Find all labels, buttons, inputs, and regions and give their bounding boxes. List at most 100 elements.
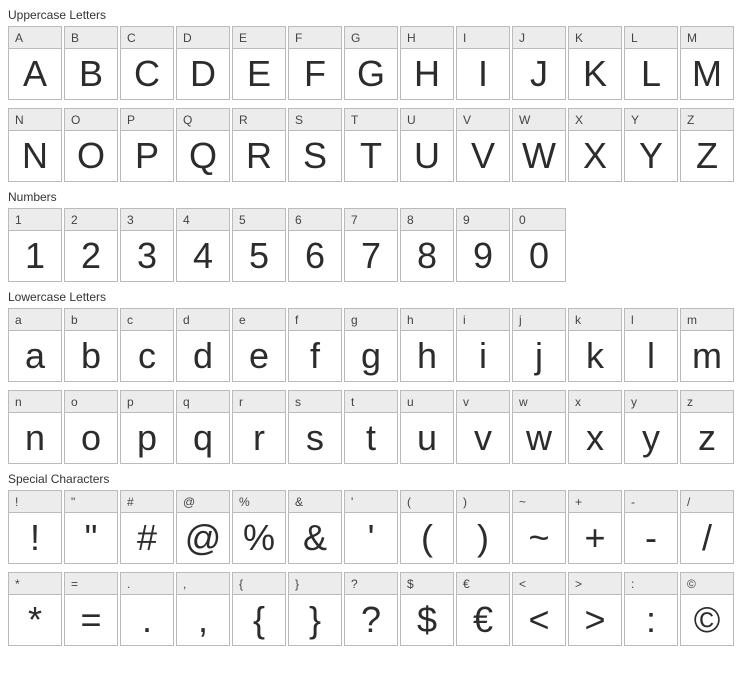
char-cell[interactable]: hh xyxy=(400,308,454,382)
char-cell[interactable]: II xyxy=(456,26,510,100)
char-cell[interactable]: %% xyxy=(232,490,286,564)
char-cell[interactable]: ## xyxy=(120,490,174,564)
char-cell[interactable]: 11 xyxy=(8,208,62,282)
char-cell[interactable]: 22 xyxy=(64,208,118,282)
char-cell[interactable]: MM xyxy=(680,26,734,100)
char-cell[interactable]: << xyxy=(512,572,566,646)
char-cell[interactable]: }} xyxy=(288,572,342,646)
char-label: ? xyxy=(345,573,397,595)
char-cell[interactable]: ©© xyxy=(680,572,734,646)
char-cell[interactable]: 00 xyxy=(512,208,566,282)
char-cell[interactable]: ,, xyxy=(176,572,230,646)
char-cell[interactable]: -- xyxy=(624,490,678,564)
char-cell[interactable]: ~~ xyxy=(512,490,566,564)
char-cell[interactable]: ZZ xyxy=(680,108,734,182)
char-glyph: 7 xyxy=(345,231,397,281)
char-cell[interactable]: UU xyxy=(400,108,454,182)
char-cell[interactable]: 99 xyxy=(456,208,510,282)
char-cell[interactable]: (( xyxy=(400,490,454,564)
char-cell[interactable]: gg xyxy=(344,308,398,382)
char-cell[interactable]: ll xyxy=(624,308,678,382)
char-cell[interactable]: // xyxy=(680,490,734,564)
char-cell[interactable]: "" xyxy=(64,490,118,564)
char-cell[interactable]: uu xyxy=(400,390,454,464)
char-cell[interactable]: cc xyxy=(120,308,174,382)
char-glyph: z xyxy=(681,413,733,463)
char-cell[interactable]: ii xyxy=(456,308,510,382)
char-cell[interactable]: 66 xyxy=(288,208,342,282)
char-cell[interactable]: EE xyxy=(232,26,286,100)
char-glyph: Z xyxy=(681,131,733,181)
char-cell[interactable]: aa xyxy=(8,308,62,382)
char-cell[interactable]: vv xyxy=(456,390,510,464)
char-cell[interactable]: xx xyxy=(568,390,622,464)
char-cell[interactable]: :: xyxy=(624,572,678,646)
char-cell[interactable]: oo xyxy=(64,390,118,464)
char-cell[interactable]: 33 xyxy=(120,208,174,282)
char-cell[interactable]: ww xyxy=(512,390,566,464)
char-cell[interactable]: 77 xyxy=(344,208,398,282)
char-cell[interactable]: YY xyxy=(624,108,678,182)
char-label: g xyxy=(345,309,397,331)
char-cell[interactable]: $$ xyxy=(400,572,454,646)
char-label: © xyxy=(681,573,733,595)
char-cell[interactable]: 44 xyxy=(176,208,230,282)
char-cell[interactable]: @@ xyxy=(176,490,230,564)
char-cell[interactable]: mm xyxy=(680,308,734,382)
char-cell[interactable]: FF xyxy=(288,26,342,100)
char-cell[interactable]: '' xyxy=(344,490,398,564)
char-cell[interactable]: .. xyxy=(120,572,174,646)
char-cell[interactable]: BB xyxy=(64,26,118,100)
char-cell[interactable]: JJ xyxy=(512,26,566,100)
char-cell[interactable]: GG xyxy=(344,26,398,100)
char-cell[interactable]: jj xyxy=(512,308,566,382)
char-cell[interactable]: bb xyxy=(64,308,118,382)
char-cell[interactable]: TT xyxy=(344,108,398,182)
char-cell[interactable]: dd xyxy=(176,308,230,382)
char-cell[interactable]: DD xyxy=(176,26,230,100)
char-cell[interactable]: ff xyxy=(288,308,342,382)
char-cell[interactable]: VV xyxy=(456,108,510,182)
char-cell[interactable]: pp xyxy=(120,390,174,464)
char-cell[interactable]: ss xyxy=(288,390,342,464)
char-cell[interactable]: ++ xyxy=(568,490,622,564)
char-cell[interactable]: AA xyxy=(8,26,62,100)
char-cell[interactable]: 55 xyxy=(232,208,286,282)
char-cell[interactable]: LL xyxy=(624,26,678,100)
char-cell[interactable]: CC xyxy=(120,26,174,100)
char-cell[interactable]: == xyxy=(64,572,118,646)
char-glyph: G xyxy=(345,49,397,99)
char-label: 6 xyxy=(289,209,341,231)
char-cell[interactable]: )) xyxy=(456,490,510,564)
char-cell[interactable]: !! xyxy=(8,490,62,564)
char-cell[interactable]: WW xyxy=(512,108,566,182)
char-cell[interactable]: SS xyxy=(288,108,342,182)
char-cell[interactable]: OO xyxy=(64,108,118,182)
char-cell[interactable]: >> xyxy=(568,572,622,646)
section-title-special: Special Characters xyxy=(8,472,740,486)
char-cell[interactable]: QQ xyxy=(176,108,230,182)
char-cell[interactable]: HH xyxy=(400,26,454,100)
char-cell[interactable]: && xyxy=(288,490,342,564)
char-cell[interactable]: kk xyxy=(568,308,622,382)
char-cell[interactable]: €€ xyxy=(456,572,510,646)
char-cell[interactable]: ee xyxy=(232,308,286,382)
char-cell[interactable]: yy xyxy=(624,390,678,464)
char-cell[interactable]: RR xyxy=(232,108,286,182)
char-cell[interactable]: nn xyxy=(8,390,62,464)
char-cell[interactable]: NN xyxy=(8,108,62,182)
char-cell[interactable]: qq xyxy=(176,390,230,464)
char-label: @ xyxy=(177,491,229,513)
char-cell[interactable]: ?? xyxy=(344,572,398,646)
char-cell[interactable]: ** xyxy=(8,572,62,646)
char-cell[interactable]: rr xyxy=(232,390,286,464)
char-cell[interactable]: PP xyxy=(120,108,174,182)
char-cell[interactable]: KK xyxy=(568,26,622,100)
char-cell[interactable]: tt xyxy=(344,390,398,464)
char-glyph: A xyxy=(9,49,61,99)
char-glyph: C xyxy=(121,49,173,99)
char-cell[interactable]: zz xyxy=(680,390,734,464)
char-cell[interactable]: XX xyxy=(568,108,622,182)
char-cell[interactable]: {{ xyxy=(232,572,286,646)
char-cell[interactable]: 88 xyxy=(400,208,454,282)
